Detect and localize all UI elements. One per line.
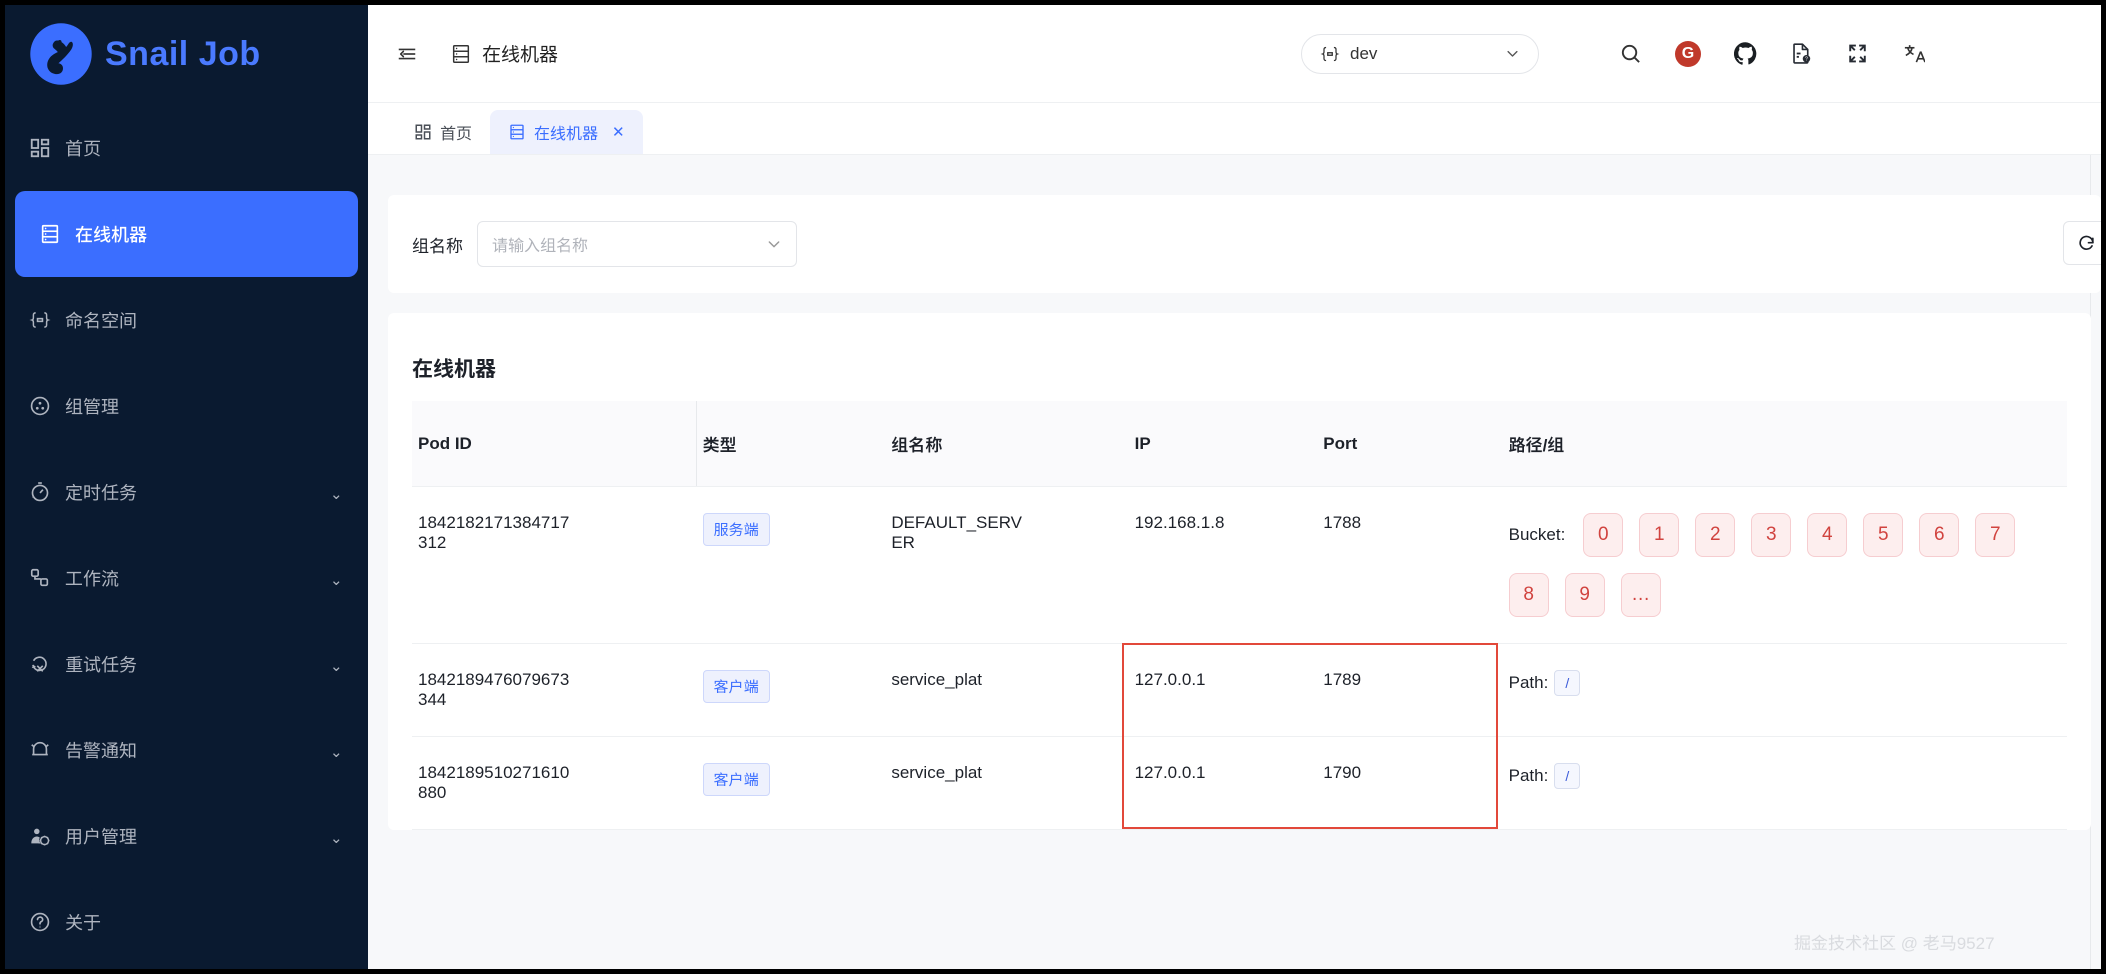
svg-text:?: ? xyxy=(1805,57,1808,63)
